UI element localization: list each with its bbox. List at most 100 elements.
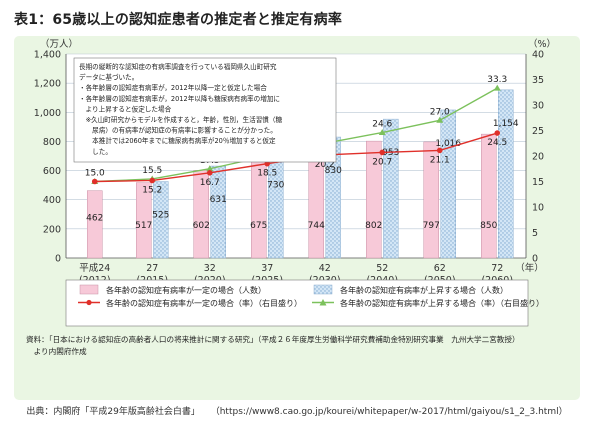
- x-tick-label: 62: [434, 263, 446, 274]
- y-right-tick-label: 15: [532, 177, 544, 188]
- legend-marker-triangle: [319, 299, 327, 306]
- x-tick-label: 37: [261, 263, 273, 274]
- y-right-tick-label: 10: [532, 203, 544, 214]
- line-constant-point: [149, 177, 156, 184]
- bar-constant-label: 850: [480, 221, 497, 231]
- note-line: 長期の縦断的な認知症の有病率調査を行っている福岡県久山町研究: [79, 62, 277, 71]
- bar-rising-label: 730: [267, 181, 284, 191]
- y-left-tick-label: 600: [43, 166, 61, 177]
- line-constant-label: 15.2: [142, 185, 162, 195]
- y-left-tick-label: 400: [43, 195, 61, 206]
- source-line: 出典：内閣府「平成29年版高齢社会白書」 （https://www8.cao.g…: [14, 404, 580, 417]
- y-left-unit: （万人）: [40, 38, 78, 50]
- note-line: 尿病）の有病率が認知症の有病率に影響することが分かった。: [79, 126, 277, 135]
- line-constant-point: [436, 147, 443, 154]
- y-right-tick-label: 0: [532, 254, 538, 265]
- bar-rising-label: 953: [382, 148, 399, 158]
- x-unit: （年）: [515, 262, 544, 274]
- bar-constant-label: 675: [250, 221, 267, 231]
- x-tick-label: 平成24: [79, 262, 110, 274]
- y-left-tick-label: 800: [43, 137, 61, 148]
- line-constant-label: 20.2: [315, 160, 335, 170]
- y-right-tick-label: 20: [532, 152, 544, 163]
- y-right-unit: （%）: [528, 38, 556, 50]
- line-constant-label: 18.5: [257, 169, 277, 179]
- chart: 0 200 400 600 800 1,000 1,200 1,400 0 5 10 15 20 25 30…: [26, 38, 556, 356]
- x-tick-label: 27: [146, 263, 158, 274]
- bar-rising: [153, 181, 169, 259]
- note-line: した。: [79, 148, 112, 156]
- y-left-tick-label: 1,000: [34, 108, 61, 119]
- legend-swatch-bar-constant: [79, 284, 99, 295]
- bar-rising-label: 631: [210, 195, 227, 205]
- bar-constant-label: 517: [135, 221, 152, 231]
- line-constant-label: 20.7: [372, 157, 392, 167]
- note-line: ※久山町研究からモデルを作成すると，年齢，性別，生活習慣（糖: [79, 115, 282, 124]
- y-right-tick-label: 5: [532, 228, 538, 239]
- note-line: ・各年齢層の認知症有病率が，2012年以降も糖尿病有病率の増加に: [79, 94, 280, 103]
- y-right-tick-label: 35: [532, 75, 544, 86]
- legend-box: [65, 279, 529, 327]
- source-url: （https://www8.cao.go.jp/kourei/whitepape…: [210, 407, 568, 417]
- bar-rising-label: 525: [152, 211, 169, 221]
- source-text: 出典：内閣府「平成29年版高齢社会白書」: [26, 407, 200, 417]
- note-line: ・各年齢層の認知症有病率が，2012年以降一定と仮定した場合: [79, 83, 267, 92]
- note-line: データに基づいた。: [79, 73, 138, 82]
- footnote-line: 資料：「日本における認知症の高齢者人口の将来推計に関する研究」（平成２６年度厚生…: [26, 334, 520, 344]
- y-right-tick-label: 40: [532, 50, 544, 61]
- legend-marker-circle: [86, 299, 92, 306]
- line-rising-label: 15.0: [85, 169, 105, 179]
- bar-rising: [498, 89, 514, 259]
- line-constant-point: [379, 149, 386, 156]
- bar-constant: [366, 140, 382, 259]
- line-rising-label: 24.6: [372, 120, 392, 130]
- line-constant-point: [494, 130, 501, 136]
- note-box: [73, 57, 337, 163]
- bar-rising-label: 1,016: [435, 139, 461, 149]
- x-tick-label: 32: [204, 263, 216, 274]
- legend-swatch-bar-rising: [313, 284, 333, 295]
- line-rising-label: 27.0: [430, 107, 450, 117]
- line-constant-point: [206, 170, 213, 176]
- note-line: より上昇すると仮定した場合: [79, 104, 172, 113]
- y-left-tick-label: 0: [55, 254, 61, 265]
- x-tick-label: 42: [319, 263, 331, 274]
- legend-label: 各年齢の認知症有病率が一定の場合（率）（右目盛り）: [106, 298, 302, 308]
- bar-rising: [210, 165, 226, 259]
- line-rising-label: 15.5: [142, 166, 162, 176]
- line-constant-label: 24.5: [487, 138, 507, 148]
- bar-constant-label: 602: [193, 221, 210, 231]
- legend-label: 各年齢の認知症有病率が上昇する場合（人数）: [340, 285, 508, 295]
- x-tick-label: 72: [491, 263, 503, 274]
- note-line: 本推計では2060年までに糖尿病有病率が20％増加すると仮定: [79, 136, 276, 145]
- bar-constant-label: 797: [423, 221, 440, 231]
- bar-rising-label: 1,154: [493, 119, 519, 129]
- bar-constant: [87, 190, 103, 259]
- bar-constant: [136, 182, 152, 259]
- y-left-tick-label: 1,200: [34, 79, 61, 90]
- bar-constant-label: 744: [308, 221, 325, 231]
- line-rising-point: [378, 129, 386, 136]
- legend-label: 各年齢の認知症有病率が一定の場合（人数）: [106, 285, 266, 295]
- bar-constant: [481, 133, 497, 259]
- bar-rising: [383, 118, 399, 259]
- footnote-line: より内閣府作成: [26, 346, 87, 356]
- chart-panel: 0 200 400 600 800 1,000 1,200 1,400 0 5 10 15 20 25 30…: [14, 36, 580, 400]
- line-rising-point: [436, 116, 444, 123]
- line-rising-label: 33.3: [487, 75, 507, 85]
- bar-constant: [423, 141, 439, 259]
- y-left-tick-label: 200: [43, 224, 61, 235]
- y-right-tick-label: 25: [532, 126, 544, 137]
- x-tick-label: 52: [376, 263, 388, 274]
- y-right-tick-label: 30: [532, 101, 544, 112]
- legend-label: 各年齢の認知症有病率が上昇する場合（率）（右目盛り）: [340, 298, 544, 308]
- bar-rising-label: 830: [325, 166, 342, 176]
- line-rising-point: [493, 84, 501, 91]
- bar-constant-label: 802: [365, 221, 382, 231]
- line-constant-point: [91, 178, 98, 185]
- bar-rising: [268, 151, 284, 259]
- line-constant-label: 16.7: [200, 178, 220, 188]
- bar-constant-label: 462: [86, 214, 103, 224]
- line-rising-point: [206, 165, 214, 172]
- page-title: 表1：65歳以上の認知症患者の推定者と推定有病率: [14, 12, 343, 28]
